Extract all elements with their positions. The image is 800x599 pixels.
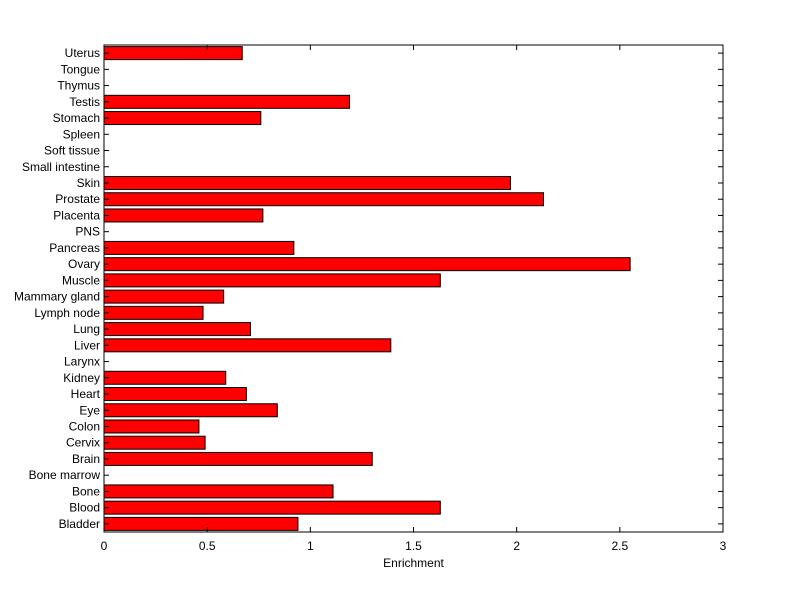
y-tick-label-eye: Eye [79, 403, 100, 417]
y-tick-label-lung: Lung [73, 322, 100, 336]
bar-testis [103, 94, 351, 109]
y-tick-label-liver: Liver [74, 338, 100, 352]
labels-group: Bladder Blood Bone Bone marrow Brain Cervix Co… [14, 46, 727, 553]
y-tick-label-prostate: Prostate [55, 192, 100, 206]
bar-liver [103, 338, 392, 353]
bar-pancreas [103, 240, 295, 255]
bar-bone [103, 484, 334, 499]
y-tick-label-soft-tissue: Soft tissue [44, 144, 100, 158]
bar-prostate [103, 192, 544, 207]
y-tick-label-bone-marrow: Bone marrow [29, 468, 101, 482]
x-axis-label: Enrichment [383, 556, 444, 570]
x-tick-label-4: 2 [513, 539, 520, 553]
y-tick-label-uterus: Uterus [65, 46, 100, 60]
bar-blood [103, 500, 441, 515]
x-tick-label-6: 3 [720, 539, 727, 553]
bar-kidney [103, 370, 227, 385]
bar-uterus [103, 46, 243, 61]
y-tick-label-skin: Skin [77, 176, 100, 190]
y-tick-label-spleen: Spleen [63, 127, 100, 141]
bar-eye [103, 403, 278, 418]
bar-brain [103, 451, 373, 466]
bar-muscle [103, 273, 441, 288]
y-tick-label-tongue: Tongue [61, 62, 101, 76]
y-tick-label-muscle: Muscle [62, 273, 100, 287]
y-tick-label-mammary-gland: Mammary gland [14, 290, 100, 304]
y-tick-label-small-intestine: Small intestine [22, 160, 100, 174]
y-tick-label-heart: Heart [71, 387, 101, 401]
bar-mammary-gland [103, 289, 225, 304]
bar-placenta [103, 208, 264, 223]
bar-ovary [103, 257, 631, 272]
bar-lymph-node [103, 305, 204, 320]
y-tick-label-larynx: Larynx [64, 355, 100, 369]
bar-lung [103, 322, 251, 337]
bar-bladder [103, 516, 299, 531]
bar-colon [103, 419, 200, 434]
y-tick-label-blood: Blood [69, 501, 100, 515]
y-tick-label-stomach: Stomach [53, 111, 100, 125]
bars-group [103, 46, 631, 531]
y-tick-label-bladder: Bladder [59, 517, 100, 531]
y-tick-label-thymus: Thymus [57, 79, 100, 93]
y-tick-label-lymph-node: Lymph node [34, 306, 100, 320]
y-tick-label-cervix: Cervix [66, 436, 100, 450]
y-tick-label-brain: Brain [72, 452, 100, 466]
y-tick-label-kidney: Kidney [63, 371, 100, 385]
y-tick-label-pns: PNS [75, 225, 100, 239]
bar-cervix [103, 435, 206, 450]
bar-heart [103, 387, 247, 402]
x-tick-label-0: 0 [101, 539, 108, 553]
y-tick-label-colon: Colon [69, 419, 100, 433]
bar-skin [103, 175, 511, 190]
x-tick-label-1: 0.5 [199, 539, 216, 553]
y-tick-label-ovary: Ovary [68, 257, 100, 271]
x-tick-label-2: 1 [307, 539, 314, 553]
y-tick-label-testis: Testis [69, 95, 100, 109]
y-tick-label-bone: Bone [72, 484, 100, 498]
x-tick-label-3: 1.5 [405, 539, 422, 553]
ticks-group [103, 45, 724, 532]
y-tick-label-pancreas: Pancreas [49, 241, 100, 255]
bar-stomach [103, 111, 262, 126]
x-tick-label-5: 2.5 [611, 539, 628, 553]
y-tick-label-placenta: Placenta [53, 208, 100, 222]
